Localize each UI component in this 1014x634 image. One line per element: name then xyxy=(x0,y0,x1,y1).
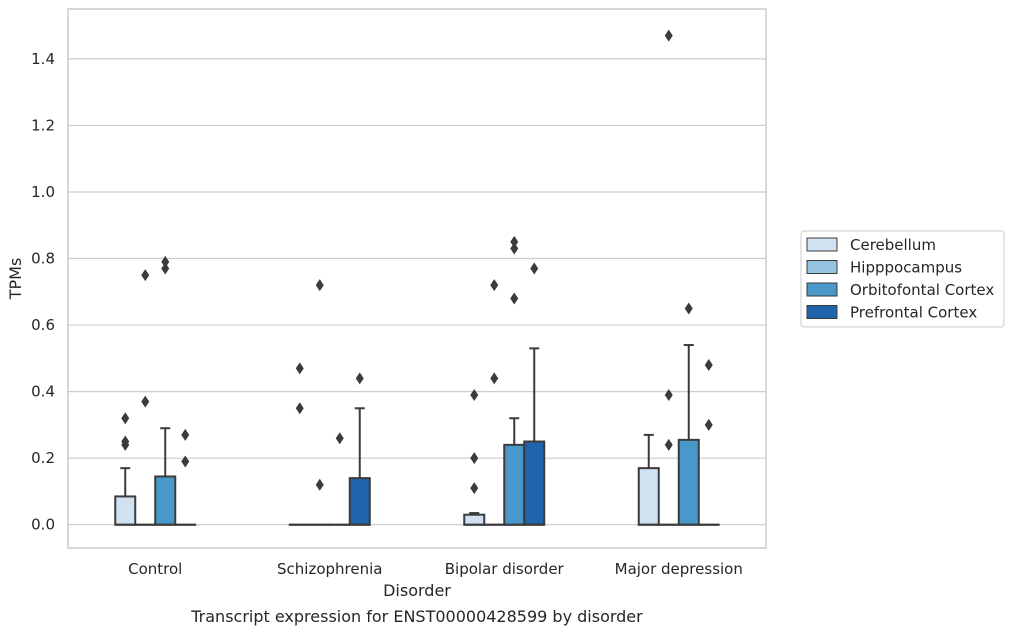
box-body-cerebellum-0 xyxy=(114,495,137,526)
box-body-orbitofontal-cortex-3 xyxy=(677,438,700,526)
legend-label-hipppocampus: Hipppocampus xyxy=(850,259,962,277)
legend-swatch-hipppocampus xyxy=(806,260,838,274)
outlier-cerebellum-0-2 xyxy=(121,412,130,425)
outlier-orbitofontal-cortex-0-1 xyxy=(161,255,170,268)
grid xyxy=(68,58,766,526)
y-tick-label-1-4: 1.4 xyxy=(31,50,55,68)
outlier-hipppocampus-0-1 xyxy=(141,269,150,282)
plot-frame xyxy=(67,8,767,549)
outlier-cerebellum-2-0 xyxy=(470,482,479,495)
box-body-prefrontal-cortex-2 xyxy=(523,440,546,526)
outlier-orbitofontal-cortex-0-0 xyxy=(161,262,170,275)
outlier-prefrontal-cortex-3-1 xyxy=(704,359,713,372)
x-tick-label-control: Control xyxy=(128,560,182,578)
outlier-hipppocampus-3-1 xyxy=(664,388,673,401)
box-cerebellum-0 xyxy=(114,467,137,526)
box-cerebellum-3 xyxy=(637,433,660,526)
outlier-hipppocampus-2-1 xyxy=(490,279,499,292)
box-prefrontal-cortex-2 xyxy=(523,347,546,526)
outlier-prefrontal-cortex-0-1 xyxy=(181,428,190,441)
outlier-orbitofontal-cortex-2-2 xyxy=(510,235,519,248)
legend-swatch-prefrontal-cortex xyxy=(806,305,838,319)
outlier-hipppocampus-1-0 xyxy=(315,478,324,491)
y-tick-label-0-2: 0.2 xyxy=(31,449,55,467)
box-prefrontal-cortex-1 xyxy=(348,407,371,526)
outlier-prefrontal-cortex-2-0 xyxy=(530,262,539,275)
outlier-hipppocampus-0-0 xyxy=(141,395,150,408)
x-axis-title: Disorder xyxy=(383,581,451,600)
outlier-hipppocampus-2-0 xyxy=(490,372,499,385)
box-orbitofontal-cortex-3 xyxy=(677,344,700,526)
outlier-orbitofontal-cortex-3-0 xyxy=(684,302,693,315)
chart-caption: Transcript expression for ENST0000042859… xyxy=(190,607,643,626)
legend-label-prefrontal-cortex: Prefrontal Cortex xyxy=(850,304,977,322)
outliers xyxy=(121,29,713,495)
outlier-cerebellum-1-1 xyxy=(295,362,304,375)
outlier-cerebellum-1-0 xyxy=(295,402,304,415)
legend-label-orbitofontal-cortex: Orbitofontal Cortex xyxy=(850,281,994,299)
y-tick-labels: 0.0 0.2 0.4 0.6 0.8 1.0 1.2 1.4 xyxy=(31,50,55,534)
y-tick-label-0: 0.0 xyxy=(31,516,55,534)
legend-label-cerebellum: Cerebellum xyxy=(850,236,936,254)
box-body-cerebellum-3 xyxy=(637,467,660,526)
outlier-prefrontal-cortex-0-0 xyxy=(181,455,190,468)
box-orbitofontal-cortex-0 xyxy=(154,427,177,526)
y-tick-label-1-2: 1.2 xyxy=(31,116,55,134)
box-body-prefrontal-cortex-1 xyxy=(348,477,371,526)
y-axis-title: TPMs xyxy=(6,258,25,301)
box-orbitofontal-cortex-2 xyxy=(503,417,526,526)
outlier-orbitofontal-cortex-2-1 xyxy=(510,242,519,255)
legend: Cerebellum Hipppocampus Orbitofontal Corte… xyxy=(800,230,1005,328)
outlier-cerebellum-2-1 xyxy=(470,452,479,465)
outlier-cerebellum-0-1 xyxy=(121,435,130,448)
legend-swatch-orbitofontal-cortex xyxy=(806,282,838,297)
x-tick-labels: Control Schizophrenia Bipolar disorder Majo… xyxy=(128,560,743,578)
box-cerebellum-2 xyxy=(463,512,486,526)
y-tick-label-1: 1.0 xyxy=(31,183,55,201)
y-tick-label-0-8: 0.8 xyxy=(31,250,55,268)
outlier-orbitofontal-cortex-1-0 xyxy=(335,432,344,445)
outlier-orbitofontal-cortex-2-0 xyxy=(510,292,519,305)
outlier-prefrontal-cortex-1-0 xyxy=(355,372,364,385)
x-tick-label-bipolar-disorder: Bipolar disorder xyxy=(445,560,565,578)
outlier-hipppocampus-3-0 xyxy=(664,438,673,451)
boxes xyxy=(114,344,720,526)
legend-swatch-cerebellum xyxy=(806,237,838,252)
x-tick-label-major-depression: Major depression xyxy=(615,560,743,578)
outlier-prefrontal-cortex-3-0 xyxy=(704,418,713,431)
legend-frame xyxy=(800,230,1005,328)
box-body-cerebellum-2 xyxy=(463,513,486,526)
outlier-hipppocampus-3-2 xyxy=(664,29,673,42)
box-body-orbitofontal-cortex-2 xyxy=(503,443,526,526)
y-tick-label-0-6: 0.6 xyxy=(31,316,55,334)
outlier-cerebellum-2-2 xyxy=(470,388,479,401)
x-tick-label-schizophrenia: Schizophrenia xyxy=(277,560,382,578)
y-tick-label-0-4: 0.4 xyxy=(31,383,55,401)
box-body-orbitofontal-cortex-0 xyxy=(154,475,177,526)
outlier-hipppocampus-1-1 xyxy=(315,279,324,292)
